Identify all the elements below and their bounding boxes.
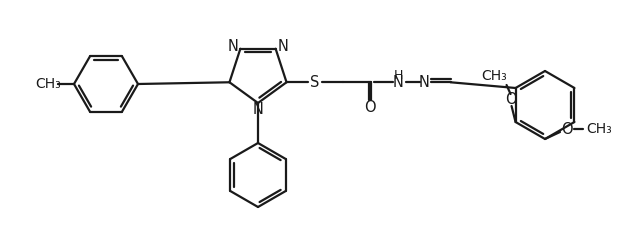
Text: O: O	[561, 122, 573, 136]
Text: N: N	[277, 39, 288, 54]
Text: N: N	[228, 39, 239, 54]
Text: CH₃: CH₃	[35, 77, 61, 91]
Text: CH₃: CH₃	[586, 122, 612, 136]
Text: N: N	[253, 103, 264, 117]
Text: CH₃: CH₃	[482, 69, 508, 83]
Text: O: O	[364, 100, 375, 115]
Text: N: N	[393, 75, 404, 90]
Text: N: N	[419, 75, 430, 90]
Text: O: O	[505, 93, 516, 107]
Text: S: S	[310, 75, 319, 90]
Text: H: H	[394, 69, 403, 82]
